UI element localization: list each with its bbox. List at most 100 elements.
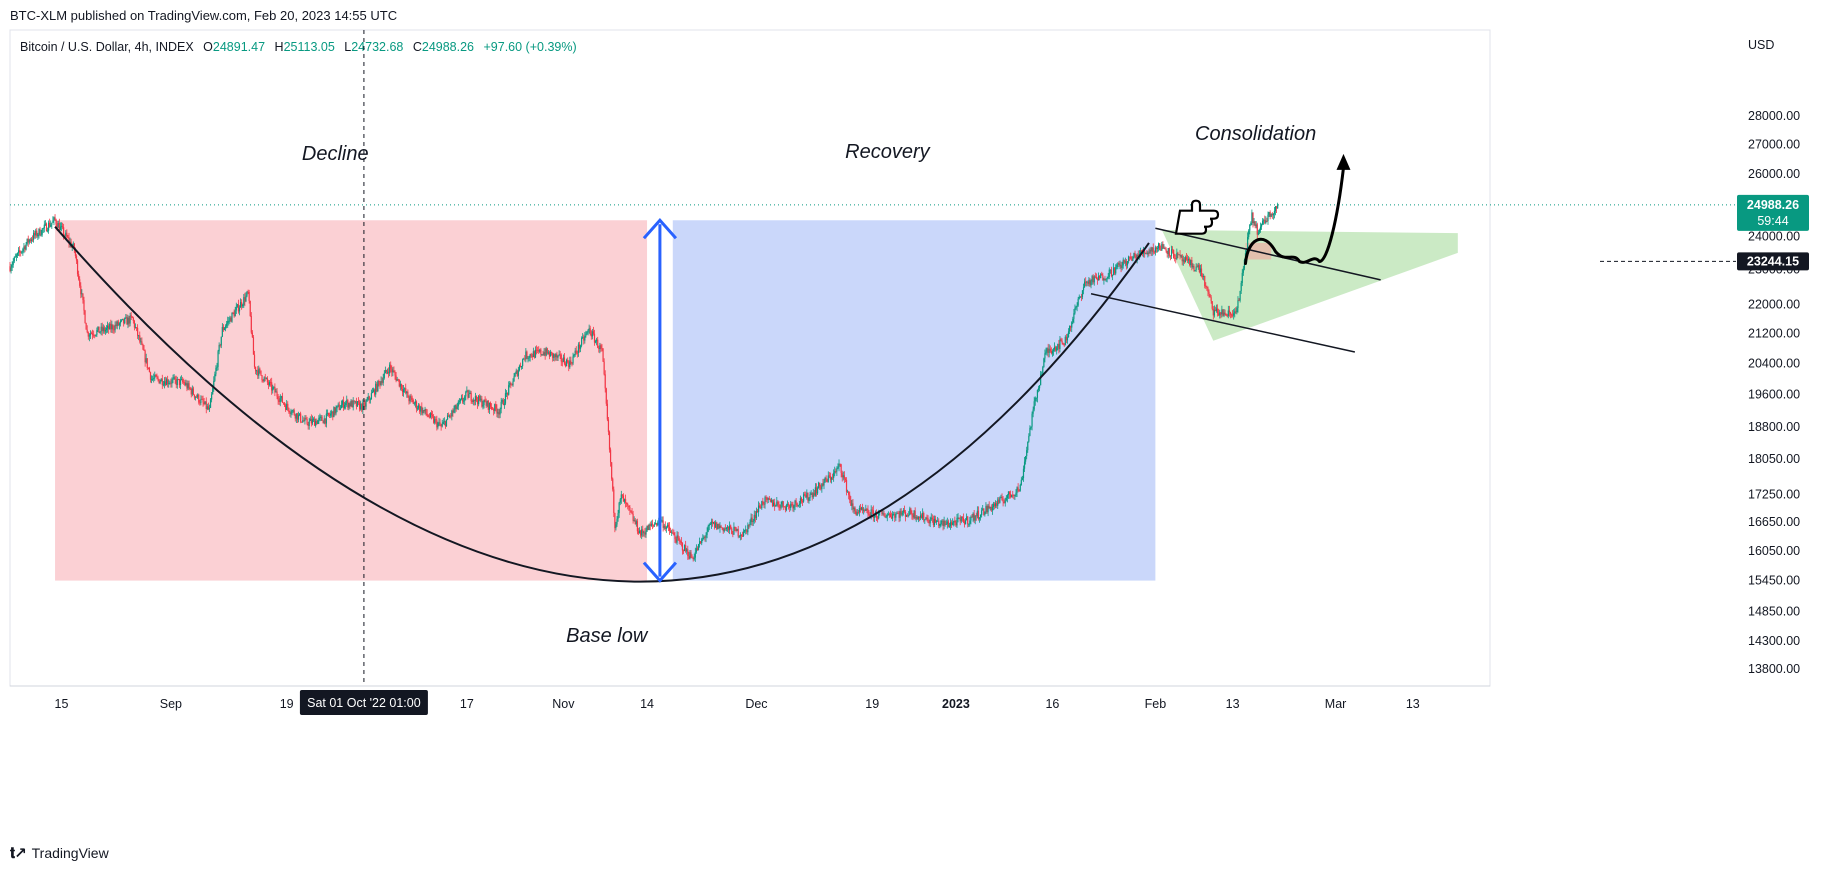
candle-body bbox=[80, 285, 82, 295]
y-tick-label: 14300.00 bbox=[1748, 634, 1800, 648]
candle-body bbox=[608, 431, 611, 450]
candle-body bbox=[261, 375, 263, 381]
x-tick-label: 13 bbox=[1406, 697, 1420, 711]
candle-body bbox=[872, 510, 874, 518]
candle-body bbox=[232, 312, 234, 314]
candle-body bbox=[1135, 256, 1137, 261]
candle-body bbox=[544, 352, 546, 356]
candle-body bbox=[731, 528, 733, 534]
pointing-hand-icon bbox=[1174, 199, 1220, 235]
candle-body bbox=[431, 414, 434, 417]
candle-body bbox=[849, 494, 851, 501]
candle-body bbox=[1092, 276, 1094, 283]
candle-body bbox=[1176, 252, 1178, 259]
candle-body bbox=[918, 516, 921, 518]
candle-body bbox=[327, 412, 330, 416]
candle-body bbox=[217, 351, 219, 367]
candle-body bbox=[833, 472, 835, 479]
candle-body bbox=[636, 521, 638, 532]
candle-body bbox=[1065, 336, 1067, 341]
candle-body bbox=[719, 525, 721, 529]
countdown-label: 59:44 bbox=[1757, 214, 1788, 228]
candle-body bbox=[485, 402, 487, 406]
candle-body bbox=[298, 413, 301, 415]
candle-body bbox=[176, 379, 178, 386]
candle-body bbox=[638, 530, 641, 534]
candle-body bbox=[233, 312, 235, 317]
candle-body bbox=[1082, 287, 1085, 291]
candle-body bbox=[441, 424, 443, 427]
candle-body bbox=[453, 409, 455, 413]
candle-body bbox=[1213, 309, 1215, 316]
candle-body bbox=[711, 521, 714, 524]
candle-body bbox=[561, 361, 563, 363]
candle-body bbox=[839, 463, 841, 465]
candle-body bbox=[476, 400, 479, 405]
x-tick-label: 17 bbox=[460, 697, 474, 711]
footer-brand: TradingView bbox=[31, 845, 109, 861]
candle-body bbox=[706, 531, 708, 535]
candle-body bbox=[907, 514, 909, 516]
candle-body bbox=[810, 493, 812, 495]
candle-body bbox=[1262, 220, 1264, 225]
candle-body bbox=[349, 403, 351, 407]
candle-body bbox=[793, 505, 795, 509]
currency-label[interactable]: USD bbox=[1748, 38, 1775, 52]
x-tick-label: 16 bbox=[1045, 697, 1059, 711]
candle-body bbox=[947, 521, 950, 527]
candle-body bbox=[101, 326, 103, 332]
candle-body bbox=[1064, 336, 1066, 345]
candle-body bbox=[581, 338, 583, 346]
candle-body bbox=[941, 520, 943, 522]
candle-body bbox=[377, 380, 379, 392]
high-label: H bbox=[274, 40, 284, 54]
open-value: 24891.47 bbox=[212, 40, 266, 54]
candle-body bbox=[29, 239, 31, 241]
candle-body bbox=[820, 486, 822, 490]
candle-body bbox=[81, 293, 83, 295]
candle-body bbox=[423, 410, 425, 412]
candle-body bbox=[1179, 254, 1181, 257]
candle-body bbox=[374, 389, 376, 395]
candle-body bbox=[651, 523, 654, 525]
candle-body bbox=[344, 404, 346, 408]
candle-body bbox=[245, 295, 247, 302]
candle-body bbox=[224, 326, 227, 329]
candle-body bbox=[1205, 286, 1207, 288]
candle-body bbox=[1256, 224, 1258, 235]
y-tick-label: 17250.00 bbox=[1748, 487, 1800, 501]
candle-body bbox=[1222, 309, 1224, 316]
candle-body bbox=[220, 336, 222, 346]
candle-body bbox=[259, 368, 261, 371]
candle-body bbox=[633, 519, 635, 521]
candle-body bbox=[1051, 351, 1054, 354]
candle-body bbox=[492, 408, 494, 410]
y-tick-label: 19600.00 bbox=[1748, 388, 1800, 402]
candle-body bbox=[912, 515, 914, 518]
candle-body bbox=[958, 517, 960, 519]
candle-body bbox=[294, 414, 296, 419]
candle-body bbox=[1043, 358, 1045, 368]
candle-body bbox=[468, 393, 470, 398]
candle-body bbox=[291, 410, 293, 414]
candle-body bbox=[128, 317, 130, 324]
candle-body bbox=[418, 405, 420, 409]
candle-body bbox=[865, 509, 867, 511]
candle-body bbox=[818, 482, 820, 489]
candle-body bbox=[710, 521, 712, 525]
candle-body bbox=[452, 410, 454, 413]
candle-body bbox=[306, 418, 308, 424]
symbol-name[interactable]: Bitcoin / U.S. Dollar, 4h, INDEX bbox=[20, 40, 194, 54]
candle-body bbox=[634, 519, 636, 525]
candle-body bbox=[1190, 260, 1192, 266]
candle-body bbox=[967, 516, 969, 525]
candle-body bbox=[1016, 487, 1018, 493]
candle-body bbox=[1260, 224, 1263, 227]
candle-body bbox=[1010, 494, 1012, 498]
candle-body bbox=[1036, 389, 1039, 398]
candle-body bbox=[893, 513, 895, 515]
candle-body bbox=[1052, 349, 1055, 352]
candle-body bbox=[643, 532, 645, 534]
candle-body bbox=[994, 503, 997, 507]
